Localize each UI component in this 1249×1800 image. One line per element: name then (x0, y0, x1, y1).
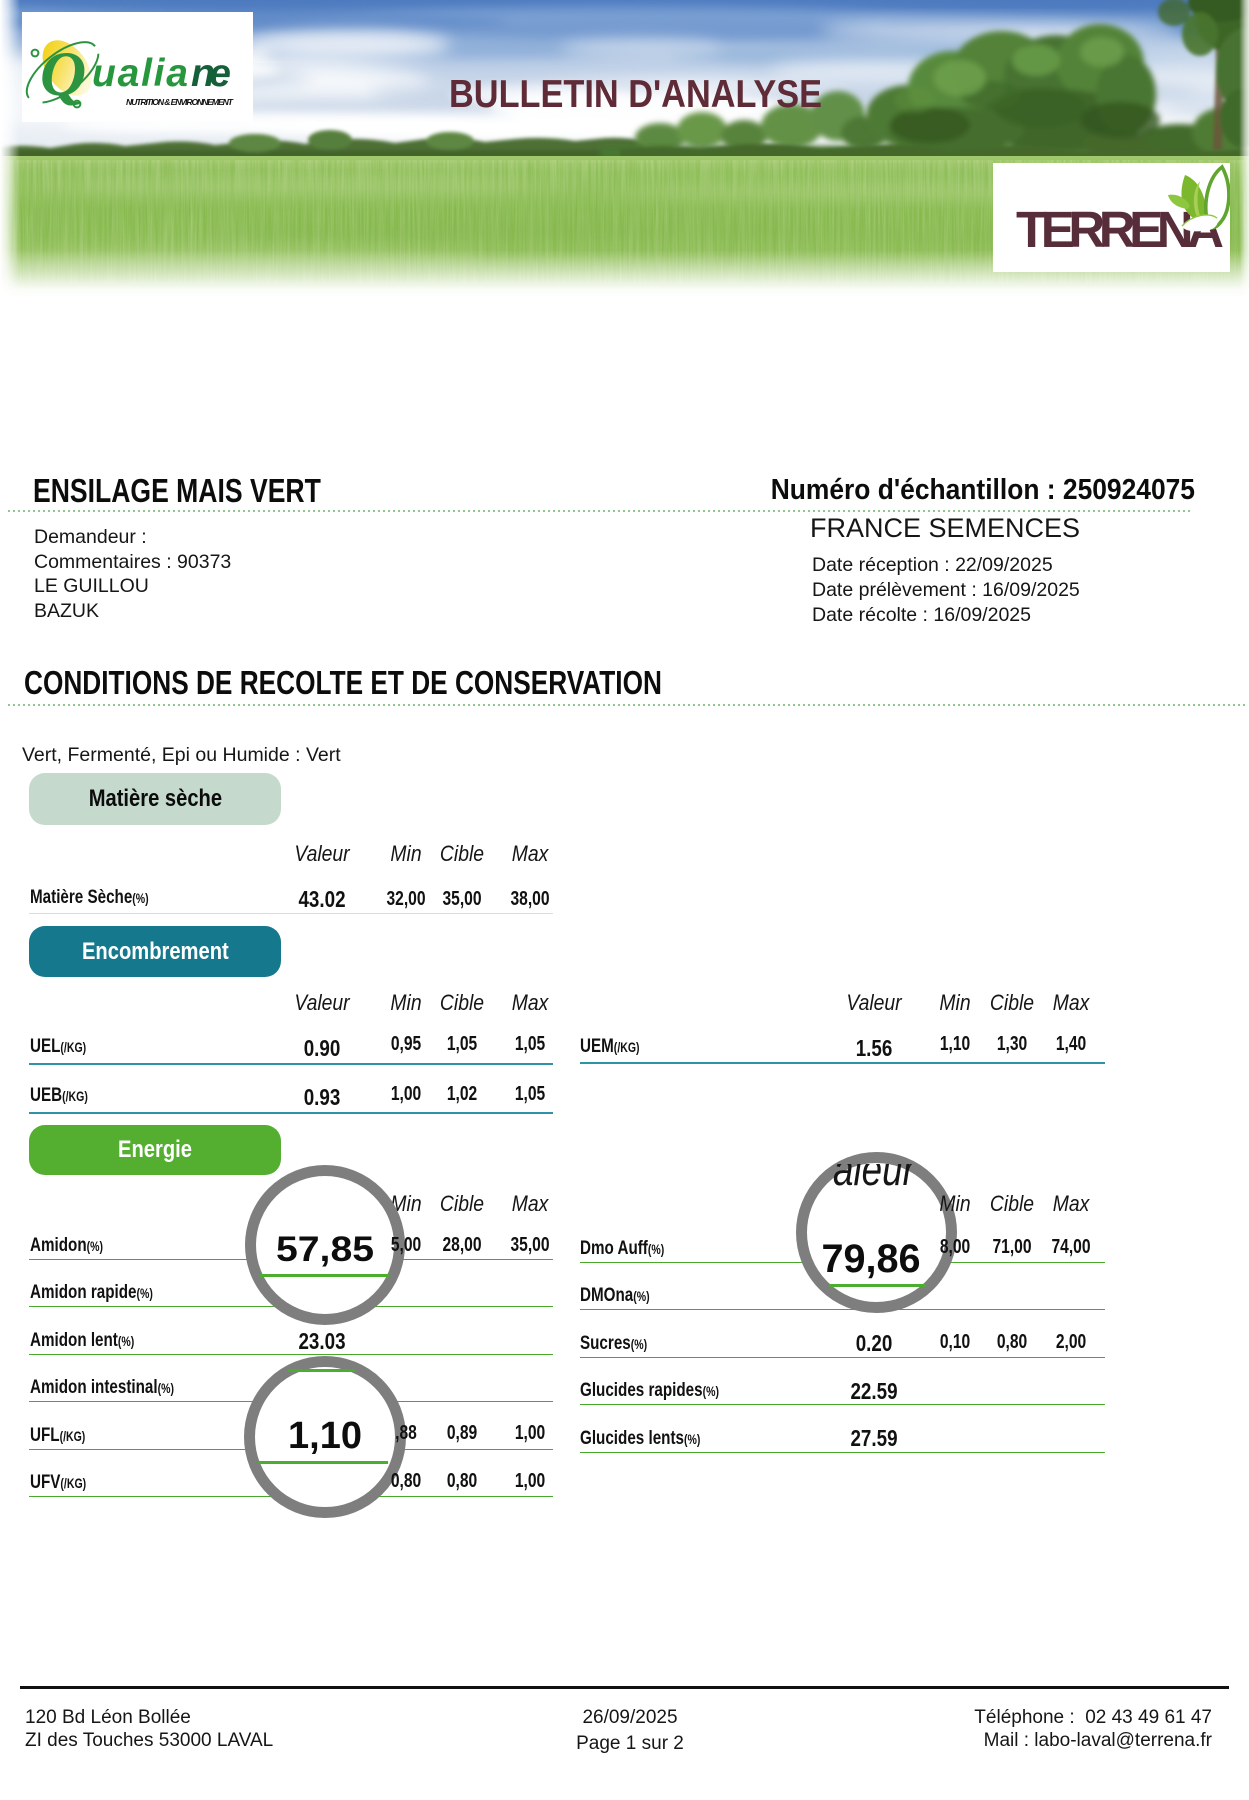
svg-text:Q: Q (40, 38, 86, 109)
svg-text:ualia: ualia (92, 52, 188, 95)
svg-text:NUTRITION & ENVIRONNEMENT: NUTRITION & ENVIRONNEMENT (126, 97, 234, 107)
svg-text:ne: ne (191, 52, 231, 95)
